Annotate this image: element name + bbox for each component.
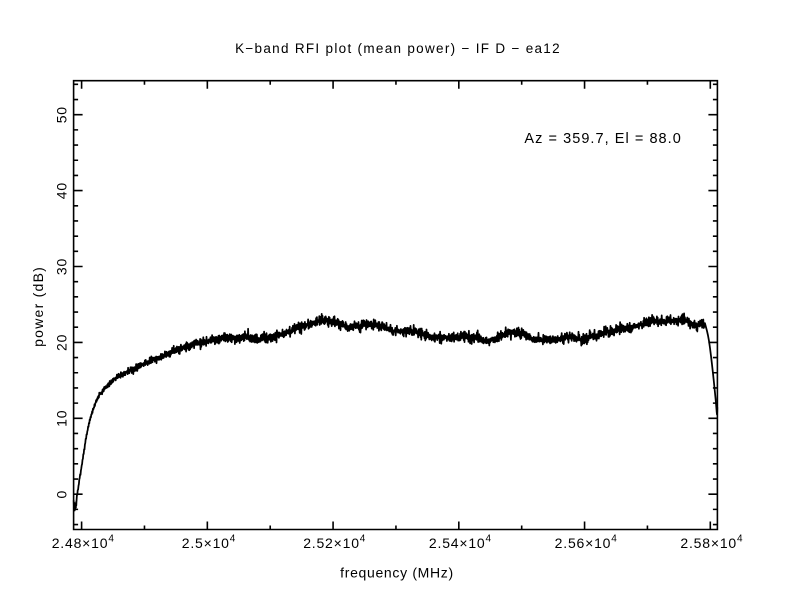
svg-text:power (dB): power (dB) [30,266,46,347]
svg-text:2.56×104: 2.56×104 [555,534,618,551]
svg-text:10: 10 [53,410,69,427]
svg-text:frequency (MHz): frequency (MHz) [340,565,454,581]
svg-text:Az = 359.7, El = 88.0: Az = 359.7, El = 88.0 [524,131,681,147]
svg-text:30: 30 [53,258,69,275]
svg-text:2.5×104: 2.5×104 [182,534,236,551]
svg-text:0: 0 [53,490,69,499]
svg-text:50: 50 [53,106,69,123]
svg-text:2.48×104: 2.48×104 [52,534,115,551]
svg-text:K−band RFI plot (mean power) −: K−band RFI plot (mean power) − IF D − ea… [235,41,561,56]
svg-text:40: 40 [53,182,69,199]
svg-text:2.58×104: 2.58×104 [680,534,743,551]
svg-text:2.52×104: 2.52×104 [303,534,366,551]
svg-text:20: 20 [53,334,69,351]
svg-text:2.54×104: 2.54×104 [429,534,492,551]
